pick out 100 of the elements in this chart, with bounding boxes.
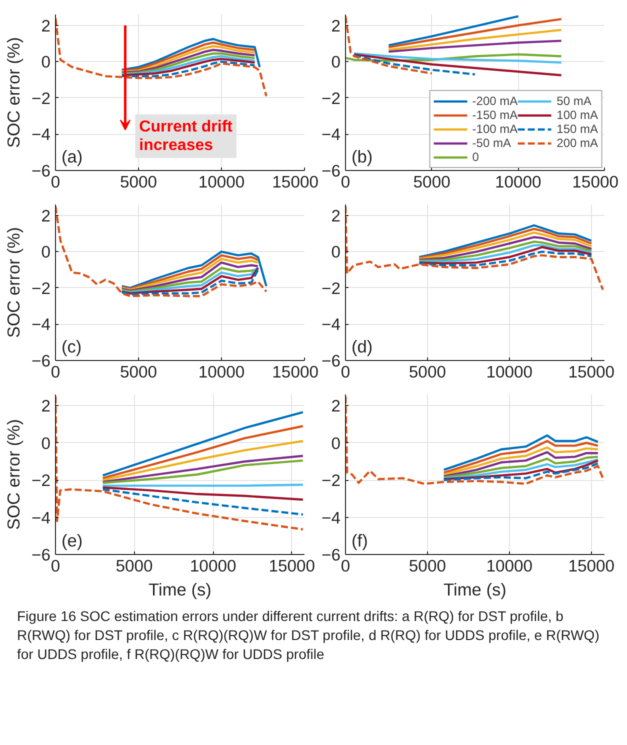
x-tick-label: 5000 <box>408 362 446 382</box>
y-tick-label: −4 <box>32 508 51 528</box>
line-series <box>442 446 600 476</box>
x-tick-label: 15000 <box>572 172 619 192</box>
line-series <box>353 53 562 76</box>
line-series <box>102 459 304 484</box>
y-tick-label: −2 <box>322 471 341 490</box>
line-series <box>102 440 304 482</box>
y-tick-label: 2 <box>331 396 340 416</box>
y-tick-label: −6 <box>322 162 341 180</box>
x-tick-label: 15000 <box>568 362 615 382</box>
y-tick-label: 0 <box>41 52 50 72</box>
y-tick-label: 2 <box>41 396 50 416</box>
line-series <box>353 54 476 76</box>
x-tick-label: 10000 <box>495 172 542 192</box>
legend-label: 150 mA <box>556 122 598 136</box>
annotation: (d) <box>352 336 373 356</box>
y-tick-label: −6 <box>322 352 341 370</box>
x-tick-label: 10000 <box>486 362 533 382</box>
x-tick-label: 5000 <box>120 362 158 382</box>
y-tick-label: −6 <box>32 546 51 564</box>
line-series <box>442 434 600 471</box>
x-tick-label: 5000 <box>116 556 153 576</box>
line-series <box>56 17 268 98</box>
y-tick-label: −2 <box>322 88 341 108</box>
y-tick-label: −6 <box>322 546 341 564</box>
y-tick-label: 0 <box>41 242 50 262</box>
legend-label: 100 mA <box>556 108 598 122</box>
legend-label: -100 mA <box>472 122 518 136</box>
y-axis-title: SOC error (%) <box>4 37 24 148</box>
legend-label: 50 mA <box>556 94 592 108</box>
line-series <box>442 440 600 474</box>
y-tick-label: 0 <box>331 52 340 72</box>
line-series <box>102 425 304 480</box>
x-axis-title: Time (s) <box>444 580 506 600</box>
y-axis-title: SOC error (%) <box>4 227 24 338</box>
y-tick-label: −4 <box>322 315 341 334</box>
line-series <box>56 395 304 530</box>
y-tick-label: 2 <box>41 16 50 36</box>
annotation: Current drift increases <box>139 118 234 154</box>
y-tick-label: −2 <box>32 278 51 298</box>
y-tick-label: 2 <box>331 16 340 36</box>
y-tick-label: −6 <box>32 352 51 370</box>
caption: Figure 16 SOC estimation errors under different current drifts: a R(RQ) for DST profile, b R(RWQ) for DST profile, c R(RQ)(RQ)W for DST profile, d R(RQ) for UDDS profile, e R(RWQ) for UDDS profile, f R(RQ)(RQ)W for UDDS profile <box>17 607 600 664</box>
line-series <box>346 53 562 62</box>
y-tick-label: −4 <box>32 315 51 334</box>
x-axis-title: Time (s) <box>148 580 212 600</box>
y-tick-label: −2 <box>322 278 341 298</box>
line-series <box>56 205 268 298</box>
y-tick-label: −4 <box>322 125 341 144</box>
x-tick-label: 5000 <box>413 172 450 192</box>
line-series <box>346 395 604 485</box>
x-tick-label: 5000 <box>120 172 158 192</box>
y-tick-label: −2 <box>32 471 51 490</box>
line-series <box>388 28 562 51</box>
legend-label: 0 <box>472 150 480 164</box>
line-series <box>388 18 562 48</box>
legend-label: -50 mA <box>472 136 511 150</box>
line-series <box>120 38 261 71</box>
line-series <box>102 488 304 516</box>
x-tick-label: 5000 <box>408 556 446 576</box>
legend-label: -200 mA <box>472 94 518 108</box>
x-tick-label: 10000 <box>198 362 245 382</box>
y-tick-label: −6 <box>32 162 51 180</box>
line-series <box>418 250 592 266</box>
x-tick-label: 15000 <box>568 556 615 576</box>
line-series <box>120 60 256 78</box>
y-tick-label: 0 <box>331 434 340 453</box>
y-tick-label: 0 <box>331 242 340 262</box>
annotation: (a) <box>62 146 83 166</box>
y-tick-label: −4 <box>32 125 51 144</box>
y-tick-label: 0 <box>41 434 50 453</box>
line-series <box>346 15 433 75</box>
legend-label: 200 mA <box>556 136 598 150</box>
y-tick-label: 2 <box>331 206 340 226</box>
line-series <box>102 454 304 484</box>
line-series <box>102 411 304 477</box>
annotation: (e) <box>62 530 83 550</box>
x-tick-label: 10000 <box>190 556 236 576</box>
x-tick-label: 10000 <box>198 172 245 192</box>
line-series <box>418 240 592 262</box>
annotation: (b) <box>352 146 373 166</box>
annotation: (c) <box>62 336 82 356</box>
annotation: (f) <box>352 530 368 550</box>
line-series <box>442 451 600 478</box>
x-tick-label: 15000 <box>272 362 319 382</box>
line-series <box>346 205 604 291</box>
line-series <box>418 236 592 261</box>
legend-label: -150 mA <box>472 108 518 122</box>
line-series <box>388 15 520 46</box>
y-tick-label: −4 <box>322 508 341 528</box>
line-series <box>388 40 562 53</box>
line-series <box>102 486 304 501</box>
y-axis-title: SOC error (%) <box>4 419 24 530</box>
y-tick-label: 2 <box>41 206 50 226</box>
x-tick-label: 15000 <box>268 556 316 576</box>
line-series <box>353 52 562 64</box>
x-tick-label: 10000 <box>486 556 533 576</box>
y-tick-label: −2 <box>32 88 51 108</box>
x-tick-label: 15000 <box>272 172 319 192</box>
